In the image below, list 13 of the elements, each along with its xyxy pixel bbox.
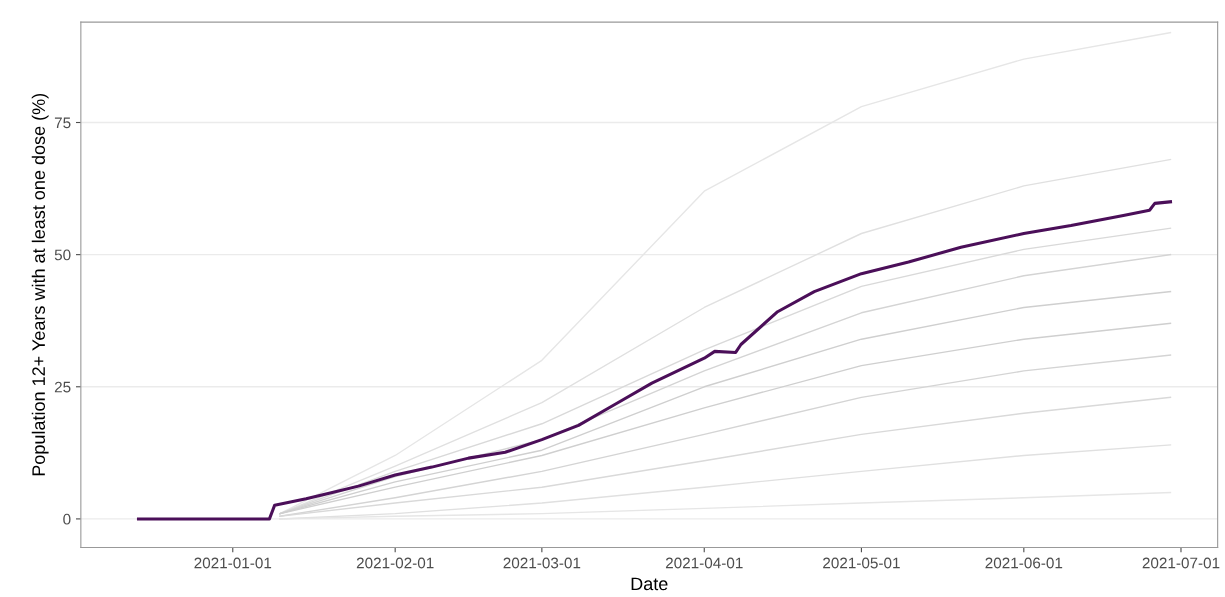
y-axis-title: Population 12+ Years with at least one dose (%) (31, 93, 49, 476)
y-tick-label: 75 (54, 117, 71, 129)
x-tick-label: 2021-06-01 (985, 557, 1063, 569)
x-tick-label: 2021-01-01 (194, 557, 272, 569)
y-tick-label: 0 (63, 513, 71, 525)
x-axis-title: Date (631, 577, 668, 591)
y-tick-label: 50 (54, 249, 71, 261)
x-tick-label: 2021-04-01 (665, 557, 743, 569)
y-tick-label: 25 (54, 381, 71, 393)
x-tick-label: 2021-03-01 (503, 557, 581, 569)
x-tick-label: 2021-07-01 (1142, 557, 1220, 569)
x-tick-label: 2021-02-01 (356, 557, 434, 569)
x-tick-label: 2021-05-01 (823, 557, 900, 569)
